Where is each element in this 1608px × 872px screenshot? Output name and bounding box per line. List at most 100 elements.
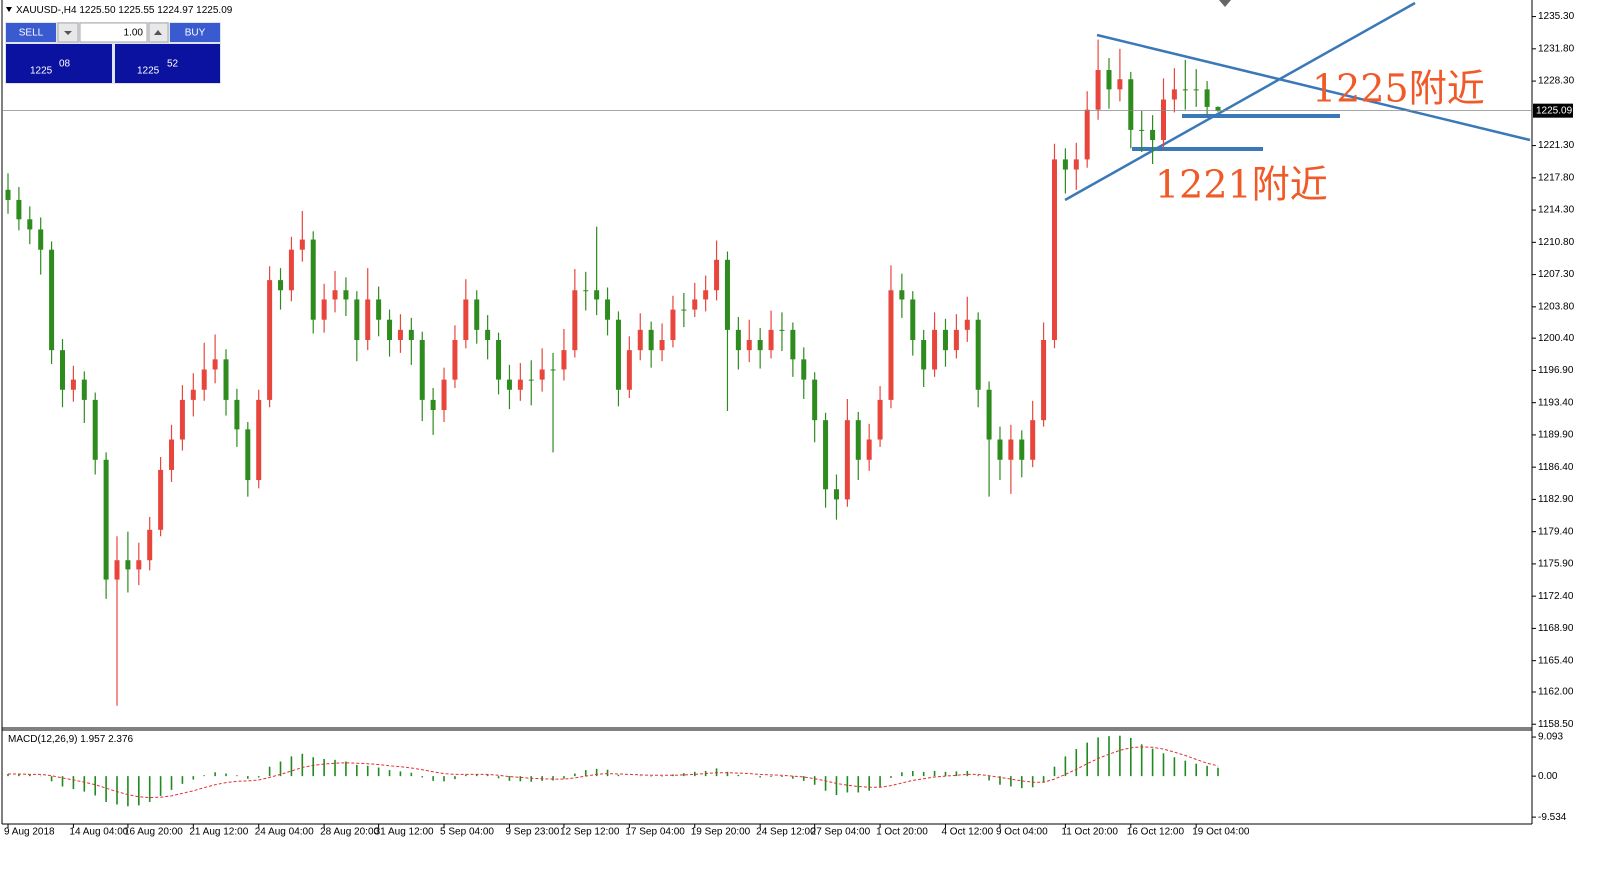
candle-body <box>452 340 458 380</box>
candle-body <box>114 560 120 580</box>
candle-body <box>147 529 153 561</box>
candle-body <box>626 350 632 390</box>
x-tick-label: 21 Aug 12:00 <box>189 827 248 838</box>
candle-body <box>823 420 829 490</box>
candle-body <box>397 329 403 341</box>
candle-body <box>223 359 229 400</box>
candle-body <box>299 239 305 250</box>
candle-body <box>1215 106 1221 111</box>
candle-body <box>190 389 196 400</box>
sell-label[interactable]: SELL <box>19 28 44 39</box>
candle-body <box>703 290 709 300</box>
x-tick-label: 24 Sep 12:00 <box>756 827 816 838</box>
candle-body <box>986 389 992 440</box>
candle-body <box>1128 79 1134 130</box>
candle-body <box>474 299 480 330</box>
candle-body <box>724 259 730 330</box>
x-tick-label: 31 Aug 12:00 <box>375 827 434 838</box>
candle-body <box>38 229 44 250</box>
candle-body <box>964 319 970 330</box>
candle-body <box>136 560 142 570</box>
candle-body <box>343 290 349 300</box>
candle-body <box>757 340 763 351</box>
y-tick-label: 1186.40 <box>1538 462 1574 473</box>
macd-y-tick-label: -9.534 <box>1538 812 1567 823</box>
candle-body <box>27 219 33 230</box>
candle-body <box>692 299 698 310</box>
candle-body <box>245 429 251 481</box>
trend-line-lower <box>1064 1 1416 202</box>
candle-body <box>234 399 240 430</box>
candle-body <box>844 420 850 500</box>
y-tick-label: 1231.80 <box>1538 43 1575 54</box>
price-label-box <box>1533 103 1573 118</box>
x-tick-label: 9 Sep 23:00 <box>505 827 559 838</box>
candle-body <box>288 249 294 291</box>
x-tick-label: 19 Oct 04:00 <box>1192 827 1250 838</box>
candle-body <box>1139 129 1145 131</box>
y-tick-label: 1207.30 <box>1538 269 1575 280</box>
candle-body <box>550 369 556 371</box>
ask-box[interactable] <box>115 44 220 83</box>
y-tick-label: 1193.40 <box>1538 397 1574 408</box>
candle-body <box>1030 420 1036 460</box>
shift-marker <box>1219 0 1231 7</box>
candle-body <box>1008 439 1014 460</box>
candle-body <box>408 329 414 341</box>
candle-body <box>561 350 567 370</box>
candle-body <box>1019 439 1025 460</box>
candle-body <box>812 379 818 421</box>
macd-signal-line <box>8 746 1219 799</box>
x-tick-label: 24 Aug 04:00 <box>255 827 314 838</box>
candle-body <box>365 299 371 341</box>
x-tick-label: 4 Oct 12:00 <box>941 827 993 838</box>
y-tick-label: 1182.90 <box>1538 494 1574 505</box>
x-tick-label: 28 Aug 20:00 <box>320 827 379 838</box>
sell-button[interactable] <box>6 23 56 42</box>
candle-body <box>605 299 611 320</box>
candle-body <box>659 340 665 351</box>
buy-button[interactable] <box>170 23 220 42</box>
candle-body <box>201 369 207 390</box>
x-tick-label: 17 Sep 04:00 <box>625 827 685 838</box>
candle-body <box>932 329 938 370</box>
candle-body <box>212 359 218 370</box>
candle-body <box>485 329 491 341</box>
candle-body <box>278 280 284 291</box>
candle-body <box>354 299 360 341</box>
candle-body <box>953 329 959 351</box>
bid-pips: 08 <box>59 59 71 70</box>
lot-input[interactable] <box>79 22 148 43</box>
candle-body <box>169 439 175 470</box>
candle-body <box>528 379 534 381</box>
ask-pips: 52 <box>167 59 179 70</box>
lot-up-icon <box>154 30 162 35</box>
candle-body <box>779 329 785 331</box>
y-tick-label: 1203.80 <box>1538 301 1575 312</box>
macd-header: MACD(12,26,9) 1.957 2.376 <box>8 734 134 745</box>
candle-body <box>615 319 621 390</box>
candle-body <box>1084 109 1090 160</box>
candle-body <box>81 379 87 400</box>
x-tick-label: 5 Sep 04:00 <box>440 827 494 838</box>
candle-body <box>1204 89 1210 107</box>
macd-main-last: 1.957 <box>80 734 105 745</box>
candle-body <box>16 199 22 220</box>
x-tick-label: 9 Oct 04:00 <box>996 827 1048 838</box>
bid-box[interactable] <box>6 44 112 83</box>
candle-body <box>1193 89 1199 91</box>
y-tick-label: 1189.90 <box>1538 430 1574 441</box>
candle-body <box>310 239 316 320</box>
candle-body <box>517 379 523 390</box>
y-tick-label: 1235.30 <box>1538 11 1575 22</box>
buy-label[interactable]: BUY <box>185 28 206 39</box>
candle-body <box>441 379 447 411</box>
lot-down-icon <box>64 31 72 35</box>
candle-body <box>877 399 883 440</box>
x-tick-label: 27 Sep 04:00 <box>811 827 871 838</box>
candle-body <box>506 379 512 390</box>
x-tick-label: 16 Oct 12:00 <box>1127 827 1185 838</box>
y-tick-label: 1165.40 <box>1538 655 1574 666</box>
candle-body <box>463 299 469 341</box>
